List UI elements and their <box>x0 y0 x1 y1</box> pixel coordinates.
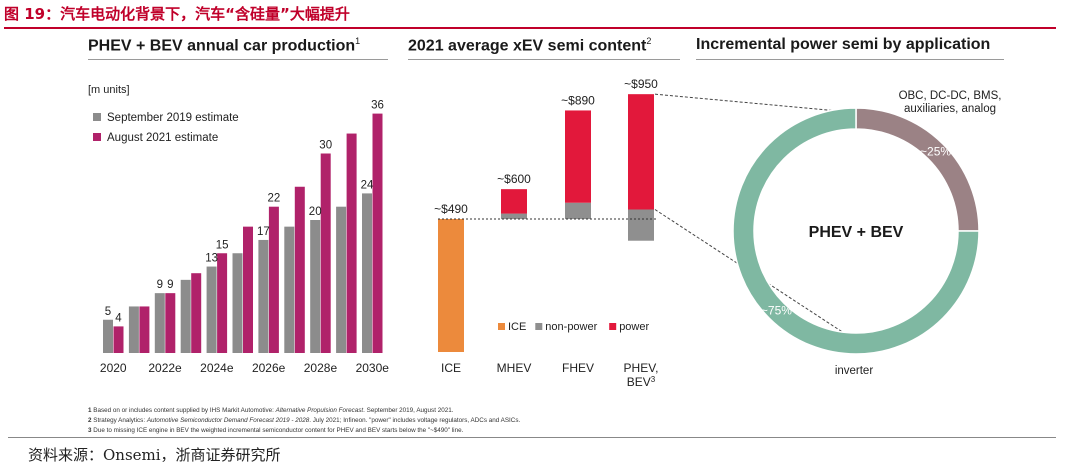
bar-2020-sep-2019 <box>103 319 113 353</box>
data-label-2028e-1: 30 <box>319 140 332 152</box>
bar-2028e-aug-2021 <box>320 153 331 353</box>
panel-title-production: PHEV + BEV annual car production1 <box>88 36 361 55</box>
data-label-2030e-1: 36 <box>371 100 384 112</box>
category-label-mhev: MHEV <box>497 361 532 375</box>
donut-slice-obc-dcdc-bms <box>855 107 980 232</box>
legend-label-nonpower: non-power <box>545 321 597 333</box>
panel-rule-production <box>88 59 388 60</box>
bar-2023e-sep-2019 <box>180 279 191 353</box>
panel-rule-semi-content <box>408 59 680 60</box>
donut-pct-obc-dcdc-bms: ~25% <box>920 144 951 158</box>
bar-2026e-aug-2021 <box>268 206 279 353</box>
tick-label-2020: 2020 <box>100 361 127 375</box>
segment-phevbev-nonpower <box>628 209 654 241</box>
data-label-2020-0: 5 <box>105 306 111 318</box>
bar-2030e-aug-2021 <box>372 113 383 353</box>
total-label-ice: ~$490 <box>434 202 468 216</box>
bar-2021-aug-2021 <box>139 306 150 353</box>
bar-2024e-sep-2019 <box>206 266 217 353</box>
bar-2025e-sep-2019 <box>232 253 243 353</box>
bar-2022e-sep-2019 <box>154 293 165 353</box>
segment-phevbev-power <box>628 94 654 210</box>
slice-label-obc-line2: auxiliaries, analog <box>904 103 996 115</box>
legend-swatch-power <box>609 323 617 330</box>
segment-fhev-nonpower <box>565 202 591 220</box>
footnote-2: 2 Strategy Analytics: Automotive Semicon… <box>88 417 521 424</box>
connector-line-top <box>654 93 861 114</box>
footnote-3: 3 Due to missing ICE engine in BEV the w… <box>88 427 464 434</box>
segment-fhev-power <box>565 110 591 203</box>
segment-mhev-power <box>501 189 527 214</box>
data-label-2026e-1: 22 <box>268 193 281 205</box>
bar-2023e-aug-2021 <box>191 273 202 353</box>
bar-2028e-sep-2019 <box>310 220 321 353</box>
segment-mhev-nonpower <box>501 213 527 220</box>
tick-label-2028e: 2028e <box>304 361 338 375</box>
bar-2020-aug-2021 <box>113 326 124 353</box>
category-label-3-line2: BEV3 <box>627 375 656 389</box>
bar-2029e-aug-2021 <box>346 133 357 353</box>
total-label-fhev: ~$890 <box>561 93 595 107</box>
panel-rule-application <box>696 59 1004 60</box>
source-note: 资料来源：Onsemi，浙商证券研究所 <box>28 446 281 464</box>
segment-ice-ice <box>438 219 464 352</box>
bar-2022e-aug-2021 <box>165 293 176 353</box>
legend-label-sep-2019: September 2019 estimate <box>107 112 239 124</box>
figure-title: 图 19：汽车电动化背景下，汽车“含硅量”大幅提升 <box>4 5 350 23</box>
donut-center-label: PHEV + BEV <box>809 224 904 241</box>
footnote-1: 1 Based on or includes content supplied … <box>88 407 454 414</box>
bar-2027e-sep-2019 <box>284 226 295 353</box>
category-label-ice: ICE <box>441 361 461 375</box>
unit-label: [m units] <box>88 84 130 96</box>
legend-swatch-sep-2019 <box>93 113 101 121</box>
tick-label-2030e: 2030e <box>356 361 390 375</box>
legend-label-ice: ICE <box>508 321 526 333</box>
category-label-fhev: FHEV <box>562 361 594 375</box>
data-label-2022e-0: 9 <box>157 279 163 291</box>
legend-label-aug-2021: August 2021 estimate <box>107 132 218 144</box>
tick-label-2024e: 2024e <box>200 361 234 375</box>
legend-label-power: power <box>619 321 649 333</box>
slice-label-inverter: inverter <box>835 365 874 377</box>
data-label-2030e-0: 24 <box>361 179 374 191</box>
bottom-rule <box>8 437 1056 438</box>
bar-2025e-aug-2021 <box>243 226 253 353</box>
data-label-2022e-1: 9 <box>167 279 173 291</box>
donut-pct-inverter: ~75% <box>761 304 792 318</box>
slice-label-obc-line1: OBC, DC-DC, BMS, <box>899 90 1002 102</box>
tick-label-2022e: 2022e <box>148 361 182 375</box>
legend-swatch-aug-2021 <box>93 133 101 141</box>
tick-label-2026e: 2026e <box>252 361 286 375</box>
data-label-2028e-0: 20 <box>309 206 322 218</box>
panel-title-application: Incremental power semi by application <box>696 36 991 53</box>
bar-2026e-sep-2019 <box>258 239 269 353</box>
total-label-mhev: ~$600 <box>497 172 531 186</box>
data-label-2024e-1: 15 <box>216 239 229 251</box>
bar-2027e-aug-2021 <box>294 186 305 353</box>
legend-swatch-ice <box>498 323 505 330</box>
bar-2021-sep-2019 <box>128 306 139 353</box>
panel-title-semi-content: 2021 average xEV semi content2 <box>408 36 652 55</box>
total-label-phevbev: ~$950 <box>624 77 658 91</box>
data-label-2024e-0: 13 <box>205 253 218 265</box>
bar-2030e-sep-2019 <box>362 193 372 353</box>
connector-line-bottom <box>654 209 871 351</box>
legend-swatch-nonpower <box>535 323 543 330</box>
title-rule <box>4 27 1056 29</box>
bar-2024e-aug-2021 <box>217 253 228 353</box>
bar-2029e-sep-2019 <box>336 206 347 353</box>
data-label-2026e-0: 17 <box>257 226 270 238</box>
category-label-3-line1: PHEV, <box>624 361 659 375</box>
donut-slice-inverter <box>732 107 980 355</box>
data-label-2020-1: 4 <box>115 312 122 324</box>
